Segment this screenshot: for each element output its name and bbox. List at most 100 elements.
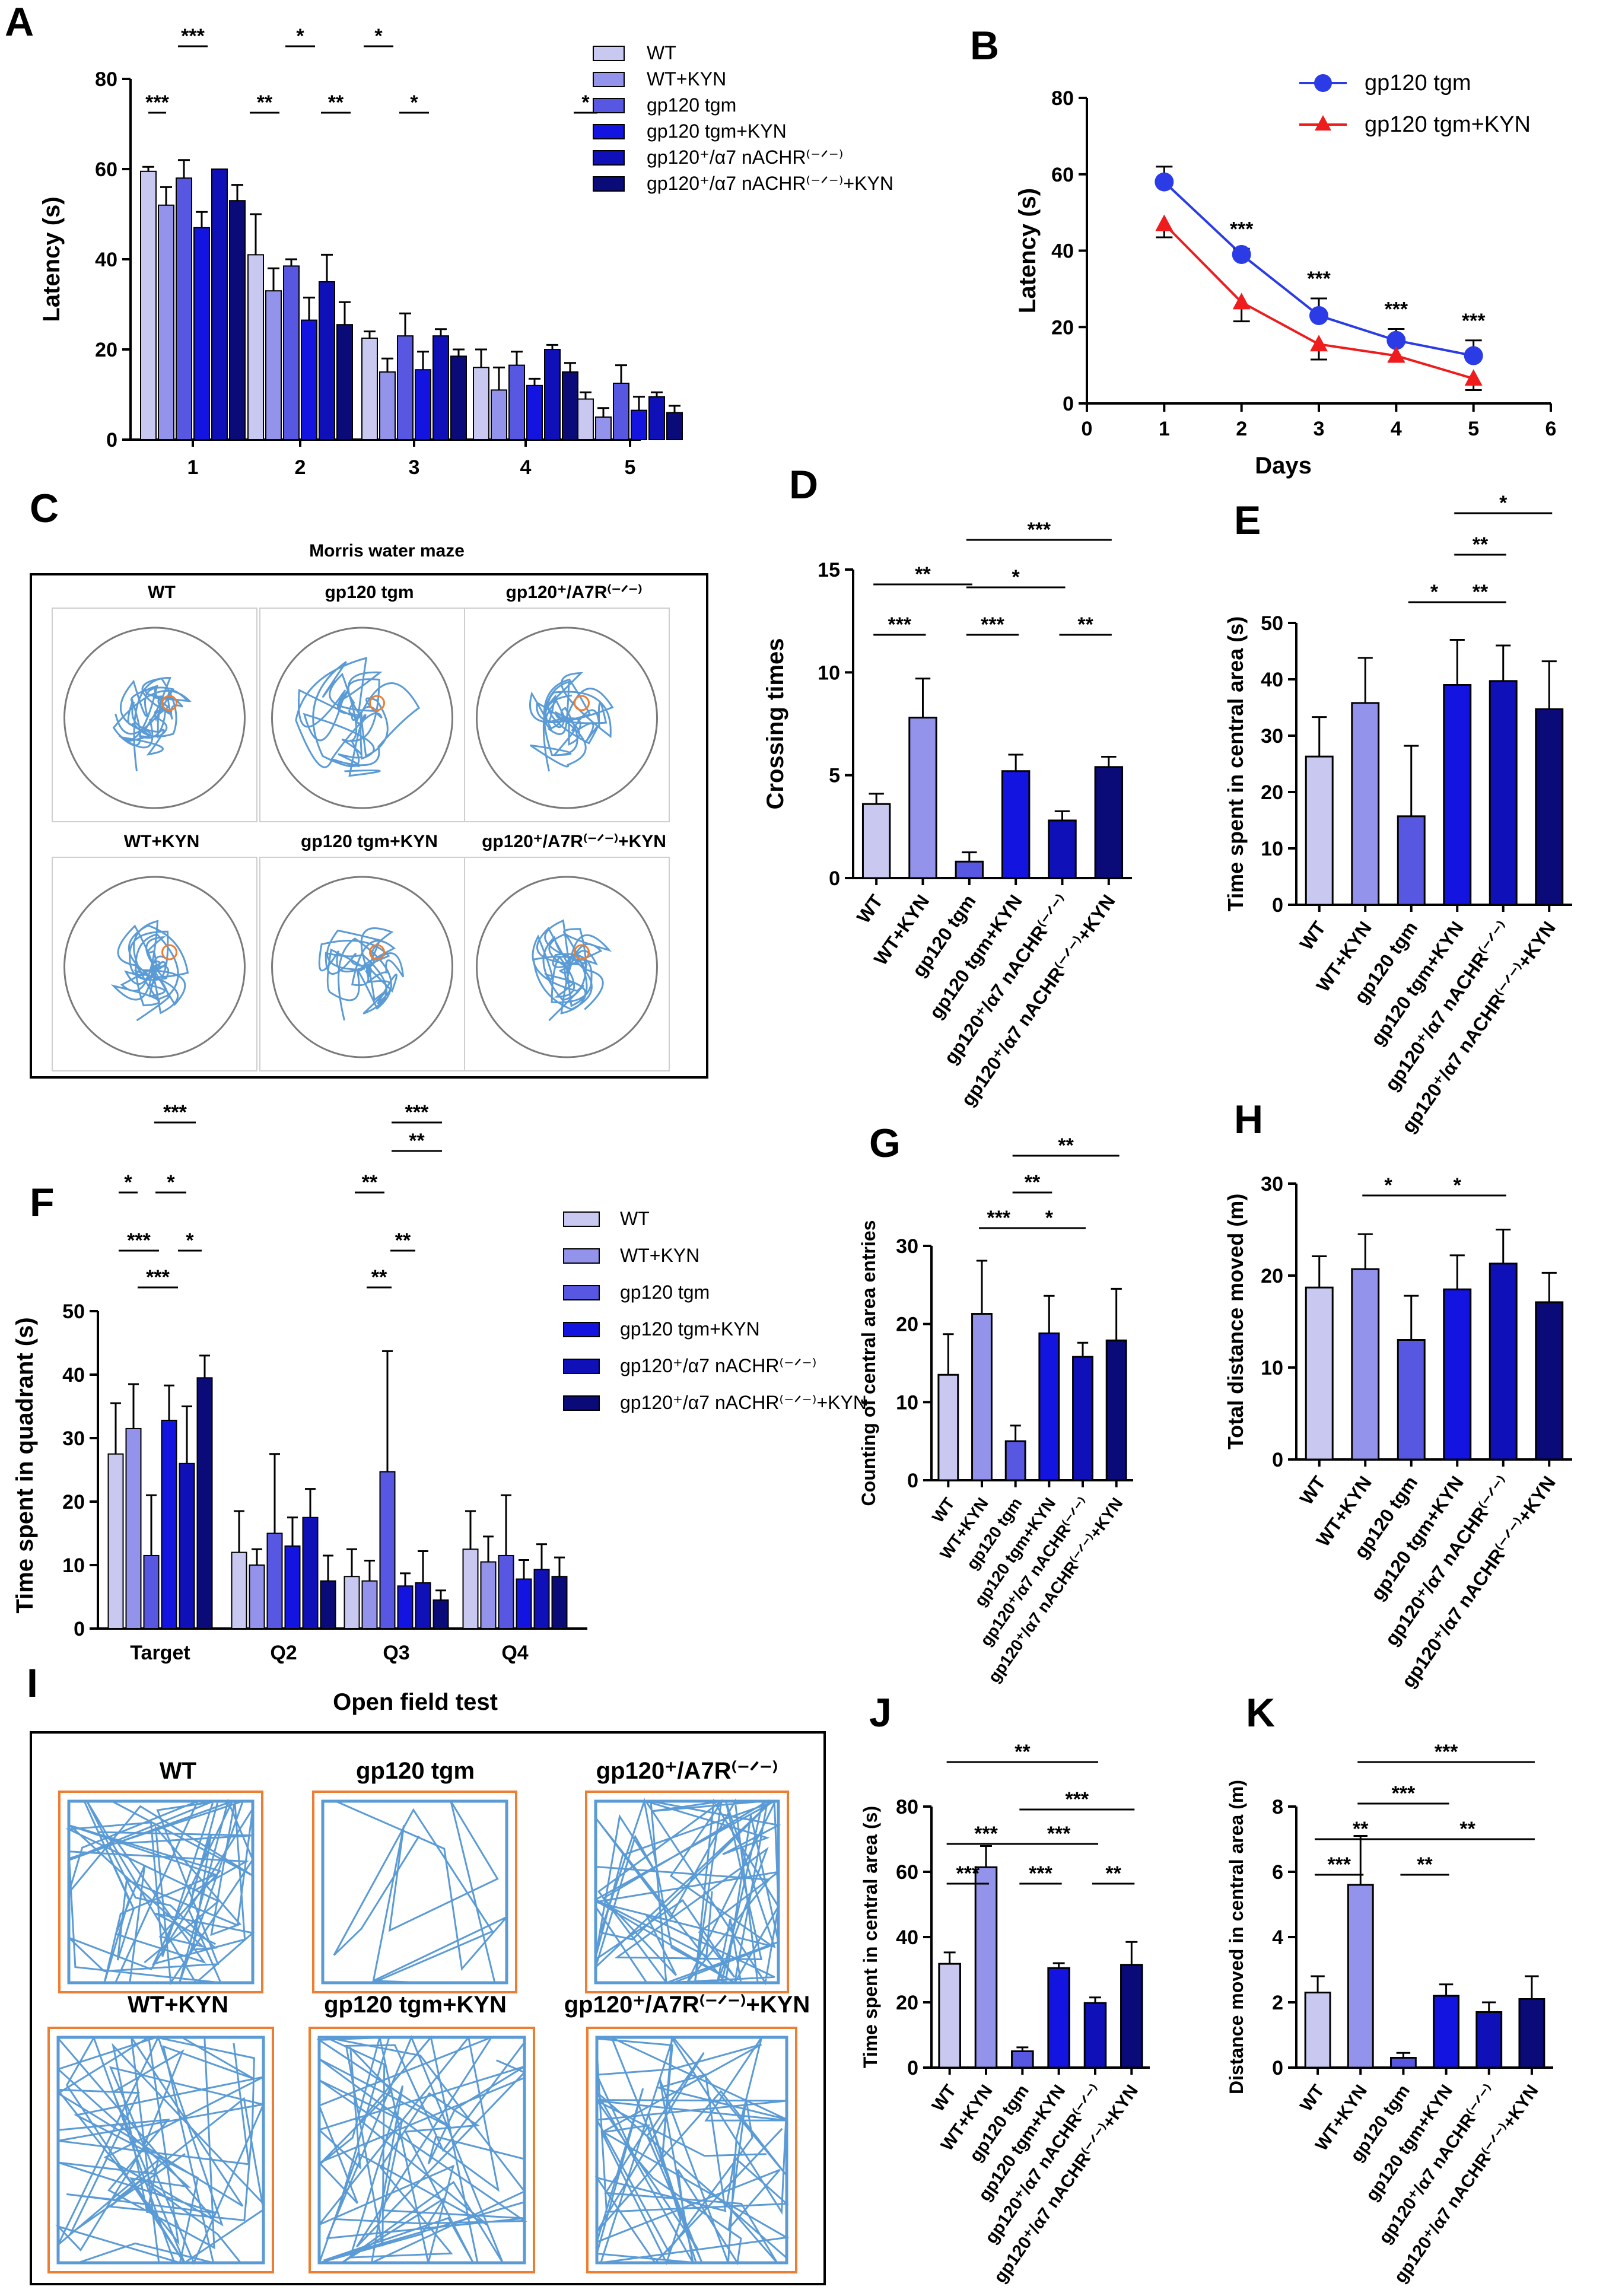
pool-circle	[271, 627, 453, 809]
panel-f-sig-label: **	[395, 1229, 411, 1252]
panel-k-bar	[1518, 1998, 1545, 2069]
panel-j-sig-label: ***	[1047, 1823, 1071, 1845]
panel-a-legend-swatch	[593, 98, 625, 113]
panel-letter-d: D	[789, 462, 818, 507]
panel-E-bar	[1305, 755, 1334, 906]
oft-trial-label: WT+KYN	[128, 1992, 228, 2018]
panel-letter-i: I	[27, 1661, 38, 1706]
panel-a-bar	[176, 177, 192, 440]
panel-a-bar	[526, 384, 543, 440]
panel-f-sig-label: *	[124, 1171, 132, 1194]
panel-a-sig-label: *	[374, 25, 383, 47]
movement-track	[333, 1800, 508, 1985]
panel-E-bar	[1535, 708, 1564, 906]
panel-H-bar	[1351, 1268, 1380, 1461]
panel-f-legend-swatch	[563, 1359, 600, 1374]
panel-a-legend-label: WT	[647, 42, 676, 63]
panel-b-x-tick-label: 3	[1314, 418, 1325, 440]
pool-circle	[476, 876, 658, 1058]
panel-f-bar	[284, 1545, 301, 1629]
panel-H-bar	[1397, 1339, 1426, 1461]
panel-f-sig-label: **	[371, 1266, 387, 1289]
panel-k-y-tick-label: 4	[1272, 1926, 1283, 1949]
mwm-trial-label: gp120⁺/A7R⁽⁻ᐟ⁻⁾+KYN	[482, 832, 666, 851]
panel-a-sig-label: *	[410, 91, 418, 114]
panel-j-bar	[974, 1866, 998, 2069]
panel-b-point	[1232, 292, 1251, 310]
panel-E-y-tick-label: 30	[1261, 725, 1283, 748]
panel-a-bar	[193, 227, 210, 440]
panel-f-bar	[551, 1576, 568, 1630]
panel-j-bar	[1011, 2050, 1034, 2069]
panel-f-bar	[379, 1471, 396, 1629]
platform-marker	[574, 695, 590, 711]
panel-G-y-tick-label: 10	[896, 1391, 918, 1414]
panel-j-bar	[938, 1963, 961, 2069]
panel-k-y-tick-label: 2	[1272, 1992, 1283, 2014]
panel-a-bar	[544, 349, 561, 440]
oft-trial-label: WT	[160, 1758, 196, 1784]
panel-D-bar	[955, 860, 984, 879]
panel-a-legend-swatch	[593, 124, 625, 139]
panel-E-y-tick-label: 0	[1272, 894, 1283, 917]
panel-b-legend-marker	[1314, 74, 1332, 92]
panel-f-y-tick-label: 50	[62, 1300, 85, 1323]
panel-H-y-tick-label: 30	[1261, 1173, 1283, 1195]
panel-G-y-tick-label: 0	[907, 1470, 918, 1492]
panel-D-sig-label: **	[1077, 613, 1093, 636]
panel-H-sig-label: *	[1454, 1174, 1462, 1197]
panel-k-sig-label: ***	[1392, 1782, 1416, 1805]
panel-j-bar	[1120, 1964, 1143, 2069]
swim-path	[318, 927, 405, 1021]
panel-a-sig-label: **	[328, 91, 344, 114]
panel-f-legend-label: gp120⁺/α7 nACHR⁽⁻ᐟ⁻⁾	[620, 1355, 816, 1376]
panel-D-sig-label: **	[915, 563, 931, 586]
panel-f-x-tick-label: Q4	[501, 1642, 528, 1664]
panel-H-bar	[1489, 1263, 1518, 1461]
mwm-trial-label: WT	[148, 583, 176, 602]
panel-f-x-tick-label: Q3	[383, 1642, 409, 1664]
mwm-title: Morris water maze	[309, 541, 465, 561]
oft-trial-label: gp120⁺/A7R⁽⁻ᐟ⁻⁾+KYN	[564, 1992, 810, 2018]
panel-D-y-tick-label: 0	[829, 867, 840, 890]
panel-f-y-tick-label: 20	[62, 1491, 85, 1513]
panel-a-bar	[283, 265, 300, 440]
perimeter-track	[56, 2036, 265, 2265]
panel-j-sig-label: **	[1105, 1862, 1121, 1885]
panel-b-y-tick-label: 60	[1051, 164, 1074, 186]
pool-circle	[476, 627, 658, 809]
panel-b-point	[1309, 306, 1328, 325]
panel-a-bar	[211, 168, 228, 440]
panel-a-bar	[613, 383, 629, 440]
panel-a-bar	[379, 371, 396, 440]
pool-circle	[63, 876, 246, 1058]
panel-k-sig-label: ***	[1435, 1741, 1458, 1763]
panel-f-legend-label: WT+KYN	[620, 1245, 699, 1266]
panel-b-y-tick-label: 80	[1051, 87, 1074, 110]
panel-a-bar	[648, 396, 665, 440]
panel-a-bar	[595, 416, 612, 440]
panel-a-bar	[508, 364, 525, 440]
panel-a-y-tick-label: 0	[106, 429, 117, 451]
panel-j-y-tick-label: 40	[896, 1926, 918, 1949]
panel-b-point	[1155, 214, 1174, 231]
panel-G-sig-label: ***	[987, 1207, 1010, 1229]
panel-E-bar	[1351, 702, 1380, 906]
panel-a-sig-label: ***	[145, 91, 169, 114]
panel-j-sig-label: ***	[1065, 1788, 1089, 1811]
perimeter-track	[321, 1799, 508, 1985]
panel-f-bar	[107, 1453, 124, 1629]
mwm-cell	[52, 857, 257, 1071]
panel-k-y-tick-label: 0	[1272, 2057, 1283, 2079]
panel-E-y-tick-label: 20	[1261, 781, 1283, 804]
panel-H-bar	[1535, 1301, 1564, 1461]
panel-b-legend-label: gp120 tgm+KYN	[1365, 112, 1531, 137]
panel-a-y-tick-label: 80	[95, 68, 117, 91]
panel-f-y-tick-label: 40	[62, 1364, 85, 1386]
panel-f-bar	[516, 1578, 532, 1630]
panel-letter-h: H	[1234, 1097, 1263, 1142]
panel-G-bar	[1105, 1339, 1127, 1481]
panel-a-bar	[319, 281, 335, 440]
mwm-trial-label: WT+KYN	[124, 832, 200, 851]
panel-b-legend-marker	[1315, 115, 1331, 131]
